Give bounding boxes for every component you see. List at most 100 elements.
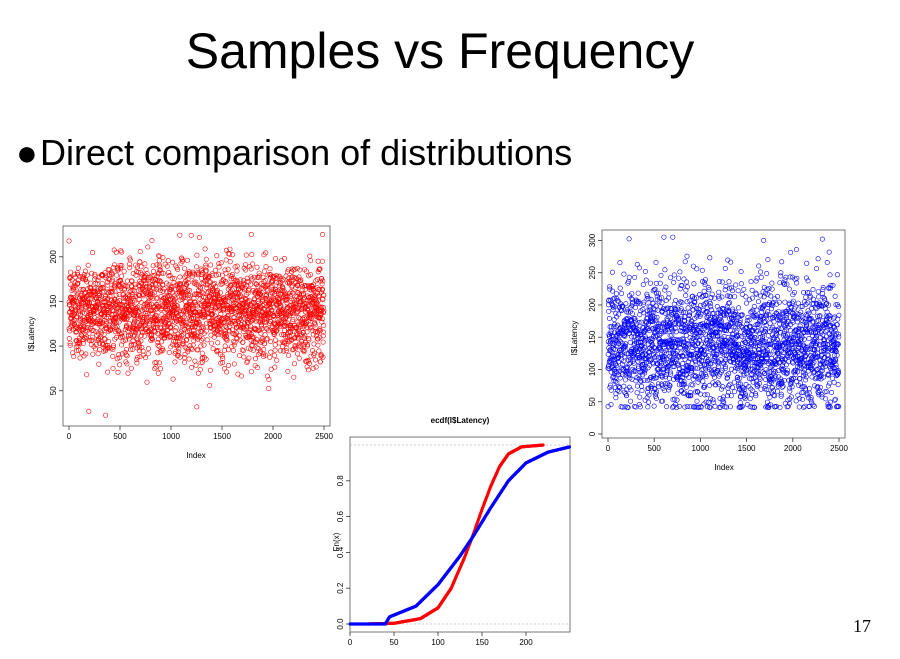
data-point [289,337,295,343]
data-point [710,372,716,378]
data-point [146,302,152,308]
data-point [80,324,86,330]
data-point [203,328,209,334]
data-point [187,293,193,299]
data-point [90,351,96,357]
data-point [238,293,244,299]
data-point [766,302,772,308]
data-point [195,347,201,353]
data-point [160,254,166,260]
data-point [175,266,181,272]
data-point [680,309,686,315]
data-point [166,269,172,275]
data-point [288,296,294,302]
data-point [285,310,291,316]
data-point [319,281,325,287]
data-point [715,358,721,364]
data-point [676,371,682,377]
data-point [208,309,214,315]
data-point [199,298,205,304]
data-point [199,359,205,365]
data-point [767,394,773,400]
data-point [262,292,268,298]
data-point [745,314,751,320]
data-point [116,319,122,325]
data-point [692,333,698,339]
data-point [715,380,721,386]
data-point [273,328,279,334]
data-point [672,359,678,365]
data-point [760,289,766,295]
data-point [693,373,699,379]
data-point [139,329,145,335]
data-point [694,295,700,301]
data-point [67,342,73,348]
data-point [102,336,108,342]
data-point [642,368,648,374]
data-point [85,262,91,268]
data-point [169,275,175,281]
data-point [272,337,278,343]
data-point [711,295,717,301]
data-point [74,348,80,354]
data-point [139,345,145,351]
data-point [119,263,125,269]
data-point [73,323,79,329]
data-point [268,366,274,372]
data-point [289,269,295,275]
data-point [106,277,112,283]
data-point [674,405,680,411]
data-point [753,291,759,297]
data-point [246,333,252,339]
data-point [92,280,98,286]
data-point [72,271,78,277]
data-point [689,360,695,366]
data-point [609,333,615,339]
data-point [228,276,234,282]
data-point [158,279,164,285]
data-point [263,352,269,358]
data-point [189,365,195,371]
data-point [653,317,659,323]
data-point [660,306,666,312]
data-point [295,335,301,341]
data-point [150,337,156,343]
data-point [138,338,144,344]
data-point [704,305,710,311]
data-point [291,311,297,317]
data-point [126,300,132,306]
data-point [266,377,272,383]
data-point [172,295,178,301]
data-point [85,325,91,331]
data-point [751,359,757,365]
data-point [119,273,125,279]
data-point [134,360,140,366]
data-point [77,317,83,323]
data-point [201,325,207,331]
data-point [111,342,117,348]
data-point [71,353,77,359]
data-point [169,308,175,314]
data-point [172,359,178,365]
data-point [110,264,116,270]
data-point [271,328,277,334]
data-point [708,301,714,307]
x-axis-ticks: 0 50 100 150 200 [348,632,533,647]
x-tick-label: 150 [475,638,489,647]
data-point [267,305,273,311]
data-point [726,279,732,285]
data-point [253,340,259,346]
data-point [152,366,158,372]
data-point [694,266,700,272]
data-point [736,333,742,339]
data-point [762,318,768,324]
data-point [626,370,632,376]
data-point [722,265,728,271]
data-point [304,343,310,349]
data-point [723,356,729,362]
data-point [320,329,326,335]
data-point [185,279,191,285]
data-point [176,341,182,347]
data-point [174,343,180,349]
data-point [621,383,627,389]
